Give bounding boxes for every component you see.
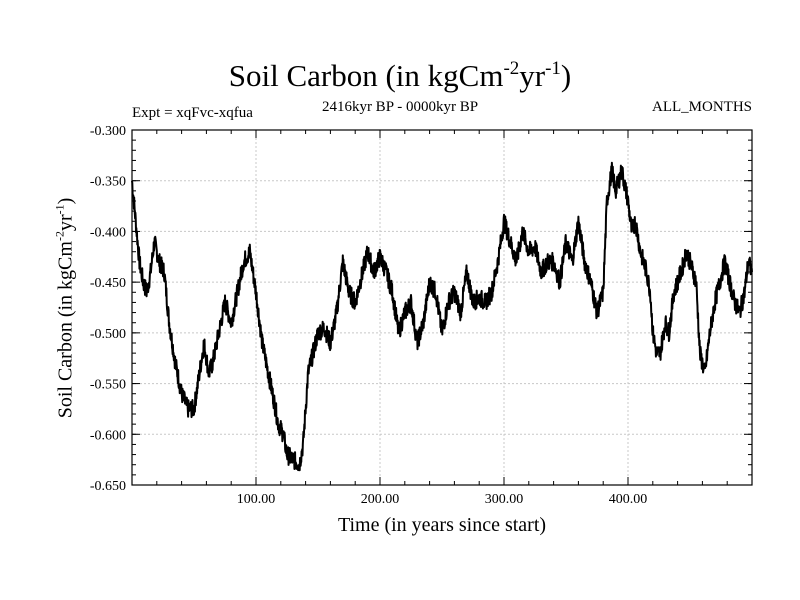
x-tick-label: 200.00 bbox=[361, 492, 400, 507]
y-axis-label: Soil Carbon (in kgCm-2yr-1) bbox=[52, 197, 77, 419]
y-tick-label: -0.650 bbox=[90, 479, 126, 494]
plot-frame bbox=[131, 129, 753, 486]
y-tick-label: -0.400 bbox=[90, 225, 126, 240]
x-tick-label: 300.00 bbox=[485, 492, 524, 507]
experiment-label: Expt = xqFvc-xqfua bbox=[132, 105, 253, 121]
y-tick-label: -0.550 bbox=[90, 378, 126, 393]
chart-title: Soil Carbon (in kgCm-2yr-1) bbox=[228, 58, 572, 93]
y-tick-label: -0.350 bbox=[90, 175, 126, 190]
y-tick-label: -0.500 bbox=[90, 327, 126, 342]
y-tick-label: -0.300 bbox=[90, 124, 126, 139]
y-tick-label: -0.450 bbox=[90, 276, 126, 291]
x-tick-label: 400.00 bbox=[609, 492, 648, 507]
months-label: ALL_MONTHS bbox=[652, 99, 752, 115]
x-axis-label: Time (in years since start) bbox=[337, 514, 547, 536]
series-line-soil-carbon bbox=[131, 161, 753, 472]
y-tick-label: -0.600 bbox=[90, 428, 126, 443]
x-tick-label: 100.00 bbox=[237, 492, 276, 507]
time-range-label: 2416kyr BP - 0000kyr BP bbox=[321, 99, 479, 115]
